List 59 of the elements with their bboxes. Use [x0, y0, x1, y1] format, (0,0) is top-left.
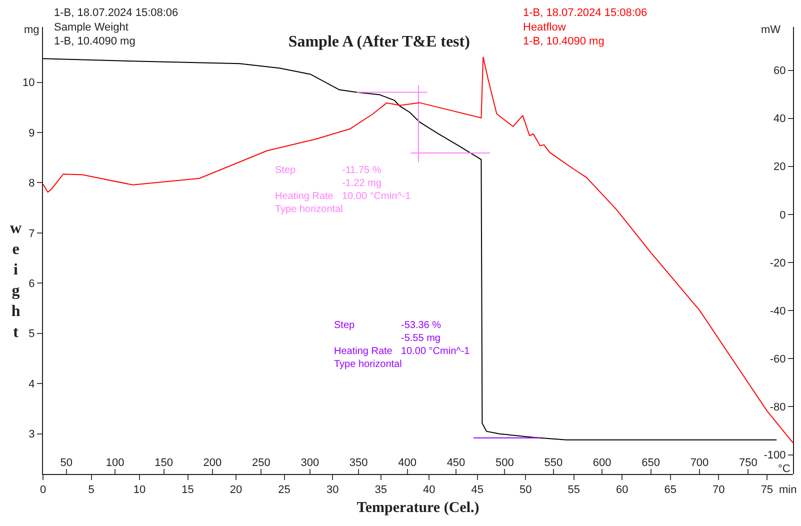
x2-tick-label: 200 — [203, 457, 222, 469]
text: Step -53.36 % -5.55 mg Heating Rate 10.00 °Cmin^-1 Type horizontal — [334, 320, 470, 370]
x2-tick-label: 750 — [739, 457, 758, 469]
x2-tick-label: 650 — [642, 457, 660, 469]
text: Step -11.75 % -1.22 mg Heating Rate 10.00 °Cmin^-1 Type horizontal — [275, 165, 411, 215]
x2-tick-label: 350 — [349, 457, 368, 469]
x-tick-label: 0 — [40, 484, 46, 496]
x2-tick-label: 450 — [446, 457, 466, 469]
y2-tick-label: 0 — [780, 209, 786, 222]
x-tick-label: 65 — [664, 484, 677, 496]
x-tick-label: 35 — [374, 484, 387, 496]
x2-tick-label: 250 — [252, 457, 270, 469]
x-tick-label: 60 — [616, 484, 628, 496]
y-tick-label: 4 — [28, 378, 35, 390]
x-tick-label: 70 — [712, 484, 725, 496]
x-axis-title: Temperature (Cel.) — [356, 500, 480, 516]
y2-axis-title: mW — [761, 24, 782, 36]
y2-tick-label: 40 — [774, 113, 786, 126]
annotation: 1-B, 18.07.2024 15:08:06 Heatflow 1-B, 10.4090 mg — [523, 7, 648, 48]
y2-tick-label: 20 — [774, 161, 786, 174]
y2-tick-label: -100 — [764, 450, 786, 462]
chart-title: Sample A (After T&E test) — [288, 34, 470, 51]
x2-tick-label: 400 — [398, 457, 416, 469]
text: min — [779, 484, 797, 496]
x-tick-label: 10 — [133, 484, 146, 496]
x-tick-label: 20 — [230, 484, 242, 496]
x-tick-label: 45 — [471, 484, 484, 496]
x2-tick-label: 600 — [592, 457, 612, 469]
x-tick-label: 15 — [182, 484, 194, 496]
y2-tick-label: -60 — [770, 354, 786, 366]
x2-tick-label: 550 — [544, 457, 563, 469]
x-tick-label: 55 — [568, 484, 580, 496]
x2-tick-label: 150 — [154, 457, 173, 469]
y-tick-label: 5 — [28, 328, 35, 340]
x-tick-label: 50 — [520, 484, 532, 496]
y-axis-title: weight — [10, 220, 22, 341]
y-tick-label: 7 — [28, 228, 35, 240]
y2-tick-label: 60 — [774, 65, 786, 78]
x-tick-label: 30 — [326, 484, 339, 496]
x-tick-label: 5 — [88, 484, 94, 496]
y2-tick-label: -20 — [770, 257, 786, 270]
y2-tick-label: -80 — [770, 402, 786, 414]
y-tick-label: 3 — [28, 428, 35, 441]
annotation: 1-B, 18.07.2024 15:08:06 Sample Weight 1-B, 10.4090 mg — [54, 7, 178, 48]
x2-tick-label: 100 — [106, 457, 124, 469]
y2-tick-label: -40 — [770, 305, 786, 318]
y-tick-label: 6 — [28, 278, 35, 290]
x-tick-label: 40 — [422, 484, 436, 496]
x-tick-label: 75 — [760, 484, 774, 496]
x2-tick-label: 300 — [300, 457, 320, 469]
y-tick-label: 10 — [22, 77, 35, 90]
annotation: °C — [778, 463, 790, 475]
y-tick-label: 8 — [28, 178, 35, 190]
x2-tick-label: 700 — [690, 457, 709, 469]
text: mg — [24, 24, 40, 36]
x2-tick-label: 500 — [496, 457, 514, 469]
x-tick-label: 25 — [278, 484, 290, 496]
y-tick-label: 9 — [28, 127, 35, 140]
x2-tick-label: 50 — [60, 457, 73, 469]
